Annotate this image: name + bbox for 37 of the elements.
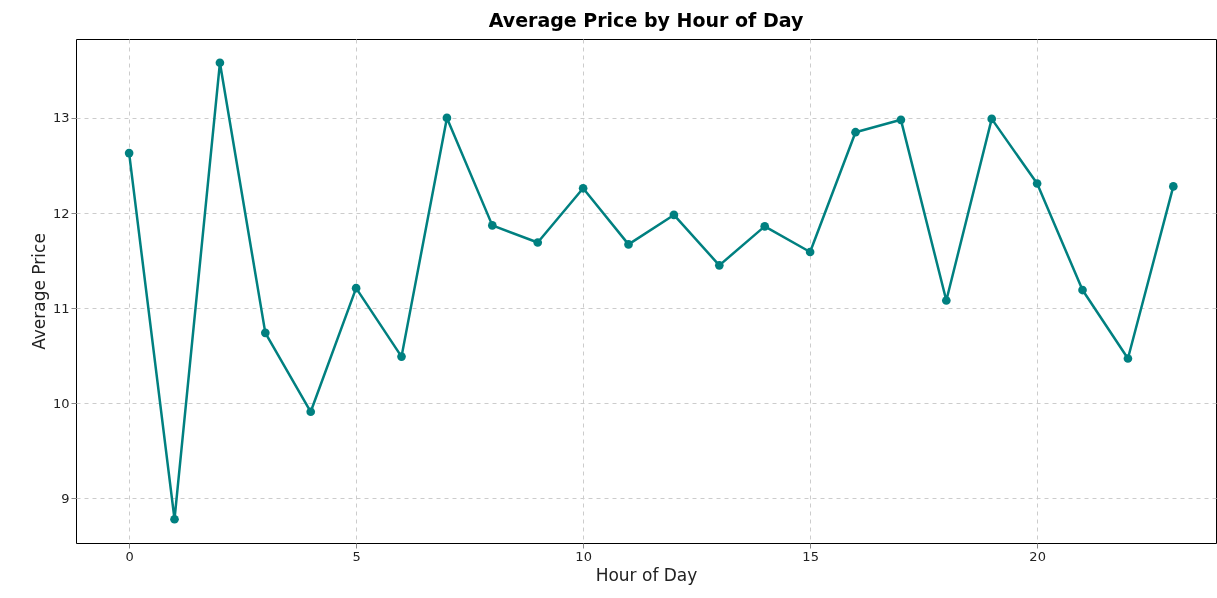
x-tick-label: 10: [575, 548, 592, 564]
point: [487, 221, 497, 230]
point: [215, 58, 225, 68]
x-axis-title: Hour of Day: [595, 564, 698, 585]
point: [1078, 285, 1087, 295]
point: [533, 238, 543, 247]
x-tick-label: 15: [802, 548, 819, 564]
x-tick-label: 20: [1029, 548, 1046, 564]
point: [805, 247, 815, 257]
point: [1123, 354, 1133, 363]
point: [306, 407, 316, 417]
y-tick-label: 12: [52, 205, 70, 221]
y-tick-label: 10: [52, 395, 70, 411]
y-tick-label: 11: [52, 300, 70, 316]
point: [1032, 179, 1042, 188]
point: [714, 261, 724, 270]
x-tick-label: 0: [125, 548, 134, 564]
point: [442, 113, 452, 123]
point: [351, 283, 361, 293]
y-tick-label: 13: [52, 110, 70, 126]
point: [578, 183, 588, 193]
point: [896, 115, 906, 125]
point: [260, 328, 270, 338]
point: [397, 352, 406, 361]
chart-title: Average Price by Hour of Day: [488, 9, 804, 31]
point: [669, 210, 679, 220]
point: [987, 114, 997, 124]
point: [941, 296, 951, 305]
y-tick-label: 9: [61, 490, 70, 506]
point: [760, 222, 770, 231]
point: [170, 514, 179, 524]
y-axis-title: Average Price: [28, 233, 49, 350]
point: [624, 240, 633, 249]
point: [1168, 182, 1178, 191]
point: [124, 148, 134, 158]
point: [851, 127, 860, 137]
x-tick-label: 5: [352, 548, 361, 564]
